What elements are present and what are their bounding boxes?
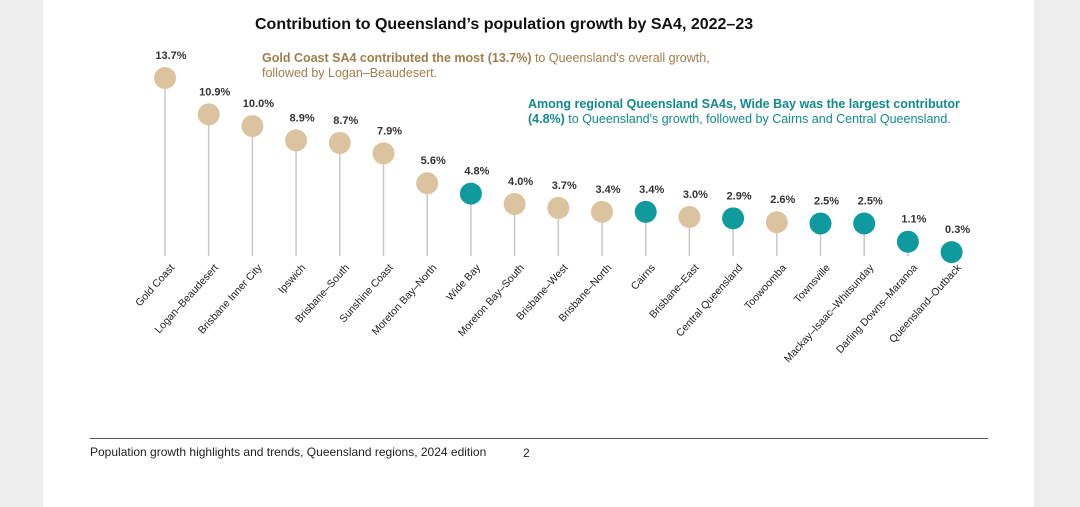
lollipop-head bbox=[896, 230, 919, 253]
lollipop-head bbox=[809, 212, 832, 235]
category-label: Wide Bay bbox=[444, 261, 483, 303]
data-label: 7.9% bbox=[377, 125, 402, 137]
data-label: 2.5% bbox=[858, 196, 883, 208]
category-label: Ipswich bbox=[276, 262, 308, 296]
lollipop-head bbox=[722, 207, 745, 230]
lollipop-head bbox=[459, 182, 482, 205]
data-label: 10.9% bbox=[199, 86, 230, 98]
page-number: 2 bbox=[523, 446, 530, 460]
data-label: 3.0% bbox=[683, 189, 708, 201]
data-label: 2.5% bbox=[814, 196, 839, 208]
data-label: 4.0% bbox=[508, 176, 533, 188]
lollipop-chart: 13.7%Gold Coast10.9%Logan–Beaudesert10.0… bbox=[133, 50, 970, 365]
category-label: Toowoomba bbox=[742, 262, 789, 312]
annotation-regional: Among regional Queensland SA4s, Wide Bay… bbox=[528, 97, 998, 127]
data-label: 5.6% bbox=[421, 155, 446, 167]
data-label: 3.7% bbox=[552, 180, 577, 192]
data-label: 13.7% bbox=[155, 50, 186, 62]
category-label: Townsville bbox=[792, 262, 833, 306]
footer-divider bbox=[90, 438, 988, 439]
lollipop-head bbox=[416, 172, 439, 195]
annotation-teal-rest: to Queensland's growth, followed by Cair… bbox=[564, 112, 951, 126]
annotation-teal-bold: Among regional Queensland SA4s, Wide Bay… bbox=[528, 97, 960, 126]
lollipop-head bbox=[197, 103, 220, 126]
data-label: 0.3% bbox=[945, 224, 970, 236]
category-label: Gold Coast bbox=[133, 262, 177, 309]
data-label: 2.6% bbox=[770, 194, 795, 206]
chart-title: Contribution to Queensland’s population … bbox=[255, 16, 754, 33]
data-label: 8.9% bbox=[290, 112, 315, 124]
category-label: Cairns bbox=[629, 262, 658, 293]
lollipop-head bbox=[372, 142, 395, 165]
lollipop-head bbox=[154, 67, 176, 89]
data-label: 8.7% bbox=[333, 115, 358, 127]
lollipop-head bbox=[241, 115, 264, 138]
data-label: 3.4% bbox=[639, 184, 664, 196]
lollipop-head bbox=[853, 212, 876, 235]
lollipop-head bbox=[591, 200, 613, 223]
lollipop-head bbox=[940, 241, 963, 264]
data-label: 10.0% bbox=[243, 98, 274, 110]
category-label: Queensland–Outback bbox=[887, 261, 964, 345]
data-label: 2.9% bbox=[727, 190, 752, 202]
data-label: 4.8% bbox=[464, 166, 489, 178]
lollipop-head bbox=[328, 131, 351, 154]
report-page: Contribution to Queensland’s population … bbox=[43, 0, 1034, 507]
data-label: 3.4% bbox=[595, 184, 620, 196]
category-label: Mackay–Isaac–Whitsunday bbox=[782, 261, 877, 365]
lollipop-head bbox=[547, 196, 570, 219]
lollipop-head bbox=[678, 206, 701, 229]
footer-publication: Population growth highlights and trends,… bbox=[90, 445, 487, 459]
lollipop-head bbox=[634, 200, 657, 223]
lollipop-head bbox=[765, 211, 788, 234]
category-label: Darling Downs–Maranoa bbox=[834, 262, 920, 356]
lollipop-head bbox=[285, 129, 308, 152]
annotation-gold-bold: Gold Coast SA4 contributed the most (13.… bbox=[262, 51, 532, 65]
annotation-gold-coast: Gold Coast SA4 contributed the most (13.… bbox=[262, 51, 732, 81]
lollipop-head bbox=[503, 193, 526, 216]
data-label: 1.1% bbox=[901, 214, 926, 226]
annotation-gold-rest: to Queensland's overall growth, followed… bbox=[262, 51, 710, 80]
